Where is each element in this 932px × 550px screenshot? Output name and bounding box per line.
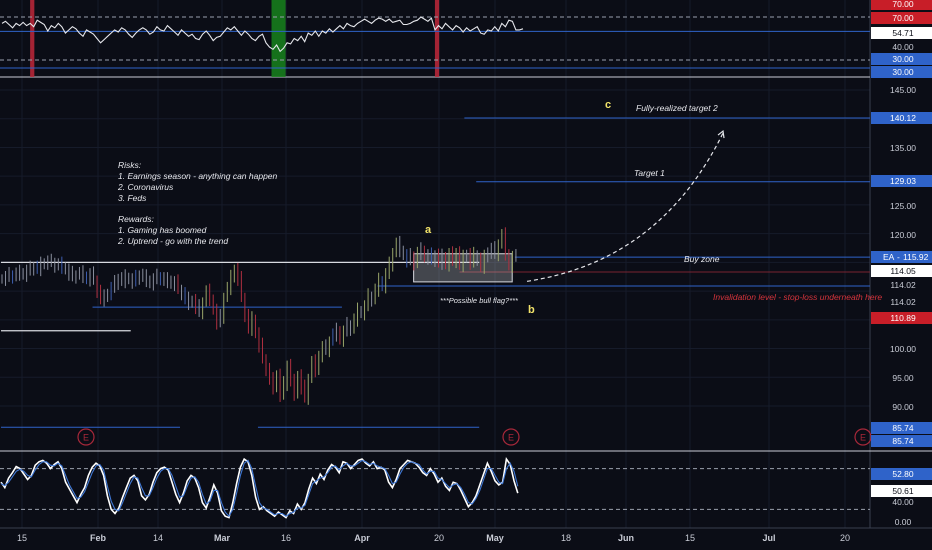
price-label-target-2: 140.12 — [890, 113, 916, 123]
time-axis: 15 Feb 14 Mar 16 Apr 20 May 18 Jun 15 Jul 20 — [17, 533, 850, 543]
price-label-invalidation: 114.02 — [890, 297, 916, 307]
price-axis-tick: 95.00 — [892, 373, 914, 383]
notes-line: 3. Feds — [118, 193, 147, 203]
rsi-axis-label: 30.00 — [892, 67, 914, 77]
time-axis-tick: Jun — [618, 533, 634, 543]
risk-reward-notes: Risks: 1. Earnings season - anything can… — [117, 160, 278, 246]
earnings-marker-label: E — [860, 433, 866, 443]
price-label-low: 85.74 — [892, 423, 914, 433]
stoch-axis-tick: 0.00 — [895, 517, 912, 527]
time-axis-tick: Feb — [90, 533, 107, 543]
earnings-marker-label: E — [83, 433, 89, 443]
symbol-dash: - — [897, 252, 900, 262]
price-label-low-box — [871, 435, 932, 447]
time-axis-tick: 16 — [281, 533, 291, 543]
time-axis-tick: Apr — [354, 533, 370, 543]
stochastic-panel — [0, 457, 870, 519]
grid-lines — [0, 0, 870, 528]
price-label-low: 85.74 — [892, 436, 914, 446]
price-label-target-1-box — [871, 175, 932, 187]
symbol-label-box — [871, 251, 932, 263]
chart-annotation: Target 1 — [634, 168, 665, 178]
rsi-overbought-zone — [434, 0, 440, 77]
stoch-axis-tick: 40.00 — [892, 497, 914, 507]
time-axis-tick: 18 — [561, 533, 571, 543]
rsi-line — [1, 16, 524, 53]
price-label-buy-zone: 114.05 — [890, 266, 916, 276]
symbol-value: 115.92 — [903, 252, 929, 262]
price-axis: 70.00 70.00 54.71 40.00 30.00 30.00 145.00 135.… — [871, 0, 932, 527]
rsi-axis-label-box — [871, 66, 932, 78]
notes-line: 2. Coronavirus — [117, 182, 174, 192]
chart-annotation: ***Possible bull flag?*** — [440, 296, 519, 305]
price-label-target-2-box — [871, 112, 932, 124]
rsi-axis-label: 70.00 — [892, 13, 914, 23]
notes-line: 1. Earnings season - anything can happen — [118, 171, 278, 181]
stoch-band-label-box — [871, 468, 932, 480]
rsi-axis-label: 70.00 — [892, 0, 914, 9]
chart-annotation: Fully-realized target 2 — [636, 103, 718, 113]
time-axis-tick: Mar — [214, 533, 231, 543]
notes-line: Risks: — [118, 160, 142, 170]
price-label-stop-box — [871, 312, 932, 324]
earnings-marker-label: E — [508, 433, 514, 443]
rsi-overbought-zone — [30, 0, 35, 77]
time-axis-tick: 20 — [840, 533, 850, 543]
price-panel: a b c Fully-realized target 2 Target 1 Buy zo… — [1, 99, 872, 446]
projection-arrowhead — [717, 129, 725, 139]
wave-label-a: a — [425, 224, 432, 236]
rsi-axis-label: 30.00 — [892, 54, 914, 64]
notes-line: Rewards: — [118, 214, 155, 224]
wave-label-b: b — [528, 304, 535, 316]
earnings-marker — [77, 428, 95, 446]
time-axis-tick: 15 — [685, 533, 695, 543]
price-label-target-1: 129.03 — [890, 176, 916, 186]
rsi-panel — [0, 0, 870, 77]
wave-label-c: c — [605, 99, 611, 111]
stoch-band-label: 52.80 — [892, 469, 914, 479]
notes-line: 1. Gaming has boomed — [118, 225, 207, 235]
rsi-current-label: 54.71 — [892, 28, 914, 38]
rsi-axis-label-box — [871, 53, 932, 65]
time-axis-tick: 20 — [434, 533, 444, 543]
chart-annotation: Buy zone — [684, 254, 720, 264]
stoch-line-d — [0, 459, 519, 518]
price-axis-tick: 120.00 — [890, 230, 916, 240]
price-axis-tick: 145.00 — [890, 85, 916, 95]
rsi-current-label-box — [871, 27, 932, 39]
price-axis-tick: 100.00 — [890, 344, 916, 354]
price-axis-tick: 90.00 — [892, 402, 914, 412]
rsi-axis-label: 40.00 — [892, 42, 914, 52]
time-axis-tick: 15 — [17, 533, 27, 543]
price-label-buy-zone-box — [871, 265, 932, 277]
earnings-marker — [502, 428, 520, 446]
invalidation-label: Invalidation level - stop-loss underneat… — [713, 292, 882, 302]
time-axis-tick: May — [486, 533, 504, 543]
rsi-oversold-zone — [271, 0, 286, 77]
price-label-low-box — [871, 422, 932, 434]
rsi-axis-label-box — [871, 0, 932, 10]
notes-line: 2. Uptrend - go with the trend — [117, 236, 228, 246]
rsi-axis-label-box — [871, 12, 932, 24]
price-axis-tick: 125.00 — [890, 201, 916, 211]
stoch-current-label: 50.61 — [892, 486, 914, 496]
symbol-name: EA — [883, 252, 895, 262]
stoch-line-k — [0, 457, 519, 519]
time-axis-tick: 14 — [153, 533, 163, 543]
stoch-current-label-box — [871, 485, 932, 497]
price-label-stop: 110.89 — [890, 313, 916, 323]
price-axis-tick: 135.00 — [890, 143, 916, 153]
time-axis-tick: Jul — [762, 533, 775, 543]
price-label-invalidation: 114.02 — [890, 280, 916, 290]
